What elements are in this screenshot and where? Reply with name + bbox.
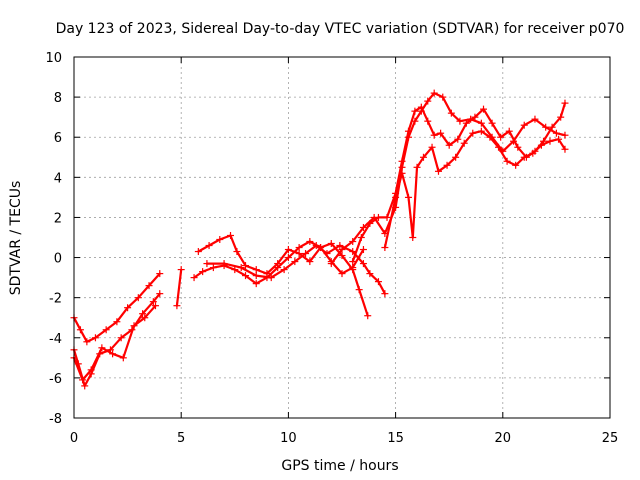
y-tick-label: 2	[54, 211, 62, 226]
data-series-lines	[72, 91, 567, 387]
grid-lines	[74, 57, 610, 418]
x-axis-label: GPS time / hours	[281, 458, 398, 474]
x-tick-labels: 0 5 10 15 20 25	[70, 431, 618, 446]
x-tick-label: 15	[387, 431, 404, 446]
series-line-track-5	[193, 240, 365, 285]
y-tick-label: -6	[49, 372, 62, 387]
y-tick-label: 6	[54, 131, 62, 146]
series-line-track-6	[197, 234, 369, 317]
y-tick-label: 0	[54, 252, 62, 267]
plot-frame	[73, 56, 611, 419]
chart-title: Day 123 of 2023, Sidereal Day-to-day VTE…	[56, 21, 625, 37]
y-tick-label: 4	[54, 171, 62, 186]
series-line-track-7	[205, 244, 386, 295]
x-tick-label: 10	[280, 431, 297, 446]
y-tick-label: -8	[49, 412, 62, 427]
series-line-track-4	[175, 268, 183, 307]
y-tick-label: -4	[49, 332, 62, 347]
x-tick-label: 0	[70, 431, 78, 446]
series-line-track-3	[72, 304, 157, 381]
series-line-track-9	[351, 101, 567, 263]
x-tick-label: 5	[177, 431, 185, 446]
axis-ticks	[73, 56, 611, 419]
series-line-track-1	[72, 272, 161, 343]
series-line-track-8	[330, 91, 567, 265]
x-tick-label: 20	[495, 431, 512, 446]
y-tick-labels: -8 -6 -4 -2 0 2 4 6 8 10	[45, 51, 62, 427]
y-tick-label: 10	[45, 51, 62, 66]
series-line-track-10	[383, 130, 567, 249]
y-tick-label: -2	[49, 292, 62, 307]
y-axis-label: SDTVAR / TECUs	[8, 181, 24, 296]
y-tick-label: 8	[54, 91, 62, 106]
data-point-marks	[70, 89, 569, 390]
x-tick-label: 25	[602, 431, 619, 446]
